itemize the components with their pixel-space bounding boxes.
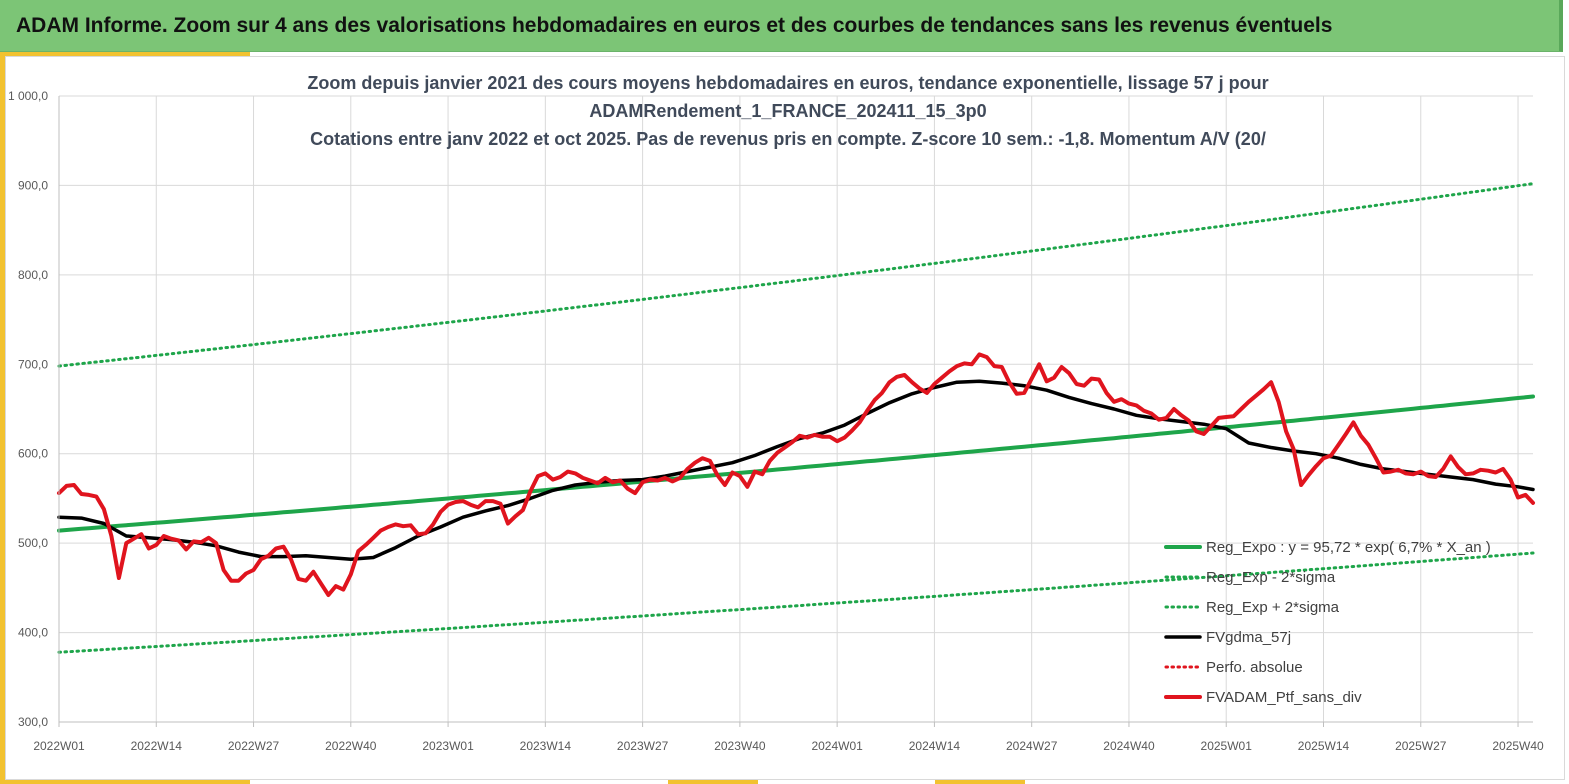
x-tick-label: 2024W14 [909,739,961,753]
x-tick-label: 2022W01 [33,739,85,753]
legend: Reg_Expo : y = 95,72 * exp( 6,7% * X_an … [1164,539,1491,706]
legend-label: FVgdma_57j [1206,629,1291,646]
x-tick-label: 2023W40 [714,739,766,753]
series [57,182,1535,654]
grid [58,95,1533,723]
legend-label: FVADAM_Ptf_sans_div [1206,689,1362,706]
x-tick-label: 2024W40 [1103,739,1155,753]
y-tick-label: 900,0 [18,178,48,192]
x-tick-label: 2025W40 [1492,739,1544,753]
x-tick-label: 2025W27 [1395,739,1447,753]
legend-label: Reg_Exp - 2*sigma [1206,569,1336,586]
chart-title-line-2: ADAMRendement_1_FRANCE_202411_15_3p0 [589,101,986,121]
accent-bar-bottom [0,780,250,784]
x-tick-label: 2022W27 [228,739,280,753]
axes: 300,0 400,0 500,0 600,0 700,0 800,0 900,0 1 000… [8,89,1544,753]
x-tick-label: 2025W01 [1201,739,1253,753]
page-title: ADAM Informe. Zoom sur 4 ans des valoris… [16,14,1333,37]
chart-title-line-1: Zoom depuis janvier 2021 des cours moyen… [307,73,1268,93]
y-tick-label: 300,0 [18,715,48,729]
legend-label: Reg_Expo : y = 95,72 * exp( 6,7% * X_an … [1206,539,1491,556]
accent-bar-left [0,52,5,784]
accent-bar-bottom [935,780,1025,784]
x-tick-label: 2024W01 [811,739,863,753]
x-tick-label: 2023W14 [520,739,572,753]
series-line-reg-plus [57,182,1535,368]
series-line-fv-ptf [57,352,1535,597]
y-tick-label: 600,0 [18,447,48,461]
y-tick-label: 800,0 [18,268,48,282]
chart-title: Zoom depuis janvier 2021 des cours moyen… [307,73,1268,149]
y-tick-label: 400,0 [18,626,48,640]
chart-title-line-3: Cotations entre janv 2022 et oct 2025. P… [310,129,1266,149]
x-tick-label: 2024W27 [1006,739,1058,753]
x-tick-label: 2025W14 [1298,739,1350,753]
y-tick-label: 700,0 [18,357,48,371]
y-tick-label: 500,0 [18,536,48,550]
y-tick-label: 1 000,0 [8,89,48,103]
x-tick-label: 2022W40 [325,739,377,753]
accent-bar-bottom [668,780,758,784]
x-tick-label: 2022W14 [131,739,183,753]
header-banner: ADAM Informe. Zoom sur 4 ans des valoris… [0,0,1563,52]
accent-bar-top [0,52,250,56]
series-line-reg-expo [57,394,1535,533]
series-line-reg-minus [57,551,1535,654]
legend-label: Reg_Exp + 2*sigma [1206,599,1340,616]
legend-label: Perfo. absolue [1206,659,1303,676]
x-tick-label: 2023W27 [617,739,669,753]
x-tick-label: 2023W01 [422,739,474,753]
